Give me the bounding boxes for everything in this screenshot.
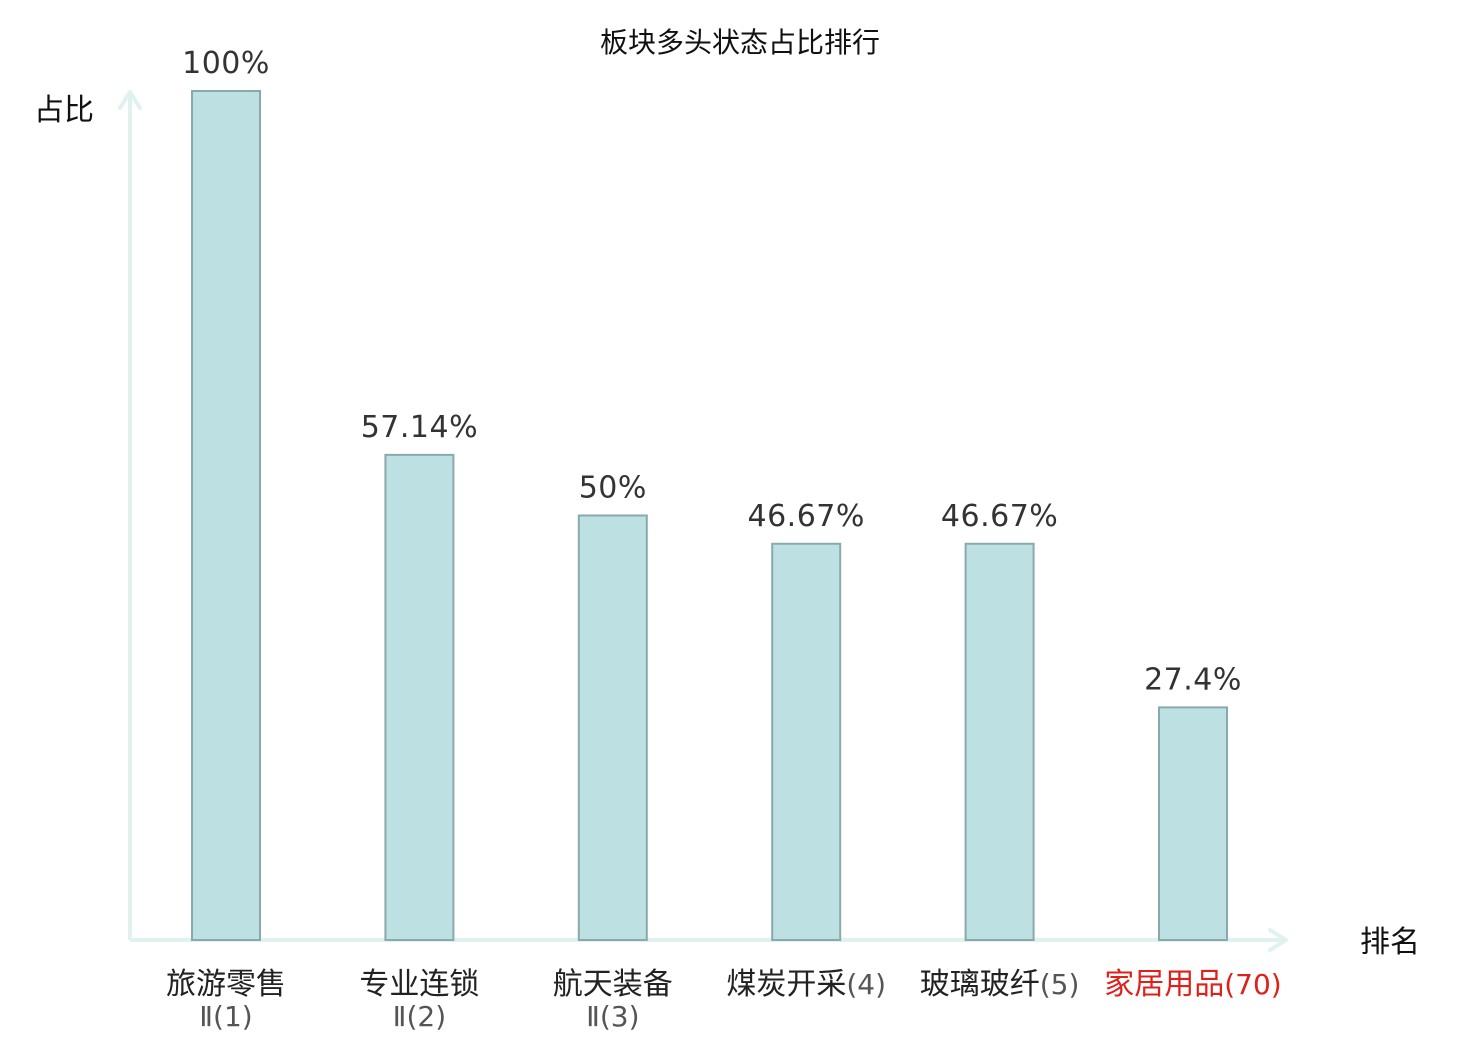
axes bbox=[118, 90, 1288, 952]
data-label: 46.67% bbox=[941, 499, 1058, 534]
x-axis-arrow-icon bbox=[1268, 928, 1288, 952]
bar bbox=[771, 542, 842, 942]
x-tick-label: 航天装备 bbox=[553, 967, 673, 1002]
chart-title: 板块多头状态占比排行 bbox=[600, 26, 880, 59]
x-axis-label: 排名 bbox=[1360, 925, 1420, 960]
x-tick-label: 旅游零售 bbox=[166, 967, 286, 1002]
bar bbox=[1158, 706, 1228, 942]
data-label: 27.4% bbox=[1144, 662, 1242, 697]
x-tick-rank: Ⅱ(3) bbox=[586, 1000, 639, 1033]
data-label: 100% bbox=[182, 46, 270, 81]
bar bbox=[384, 453, 455, 941]
bars bbox=[191, 90, 1228, 942]
x-tick-label: 专业连锁 bbox=[359, 967, 479, 1002]
data-label: 50% bbox=[579, 471, 647, 506]
x-tick-label: 玻璃玻纤(5) bbox=[920, 967, 1080, 1002]
data-label: 57.14% bbox=[361, 410, 478, 445]
y-axis-arrow-icon bbox=[118, 90, 142, 110]
x-tick-rank: Ⅱ(2) bbox=[393, 1000, 446, 1033]
bar bbox=[577, 514, 648, 941]
x-tick-rank: Ⅱ(1) bbox=[199, 1000, 252, 1033]
x-tick-label: 煤炭开采(4) bbox=[726, 967, 886, 1002]
x-tick-label: 家居用品(70) bbox=[1104, 967, 1281, 1002]
bar bbox=[964, 542, 1035, 942]
y-axis-label: 占比 bbox=[34, 93, 94, 128]
data-label: 46.67% bbox=[748, 499, 865, 534]
value-labels: 100% 57.14% 50% 46.67% 46.67% 27.4% bbox=[182, 46, 1242, 697]
bar bbox=[191, 90, 261, 941]
